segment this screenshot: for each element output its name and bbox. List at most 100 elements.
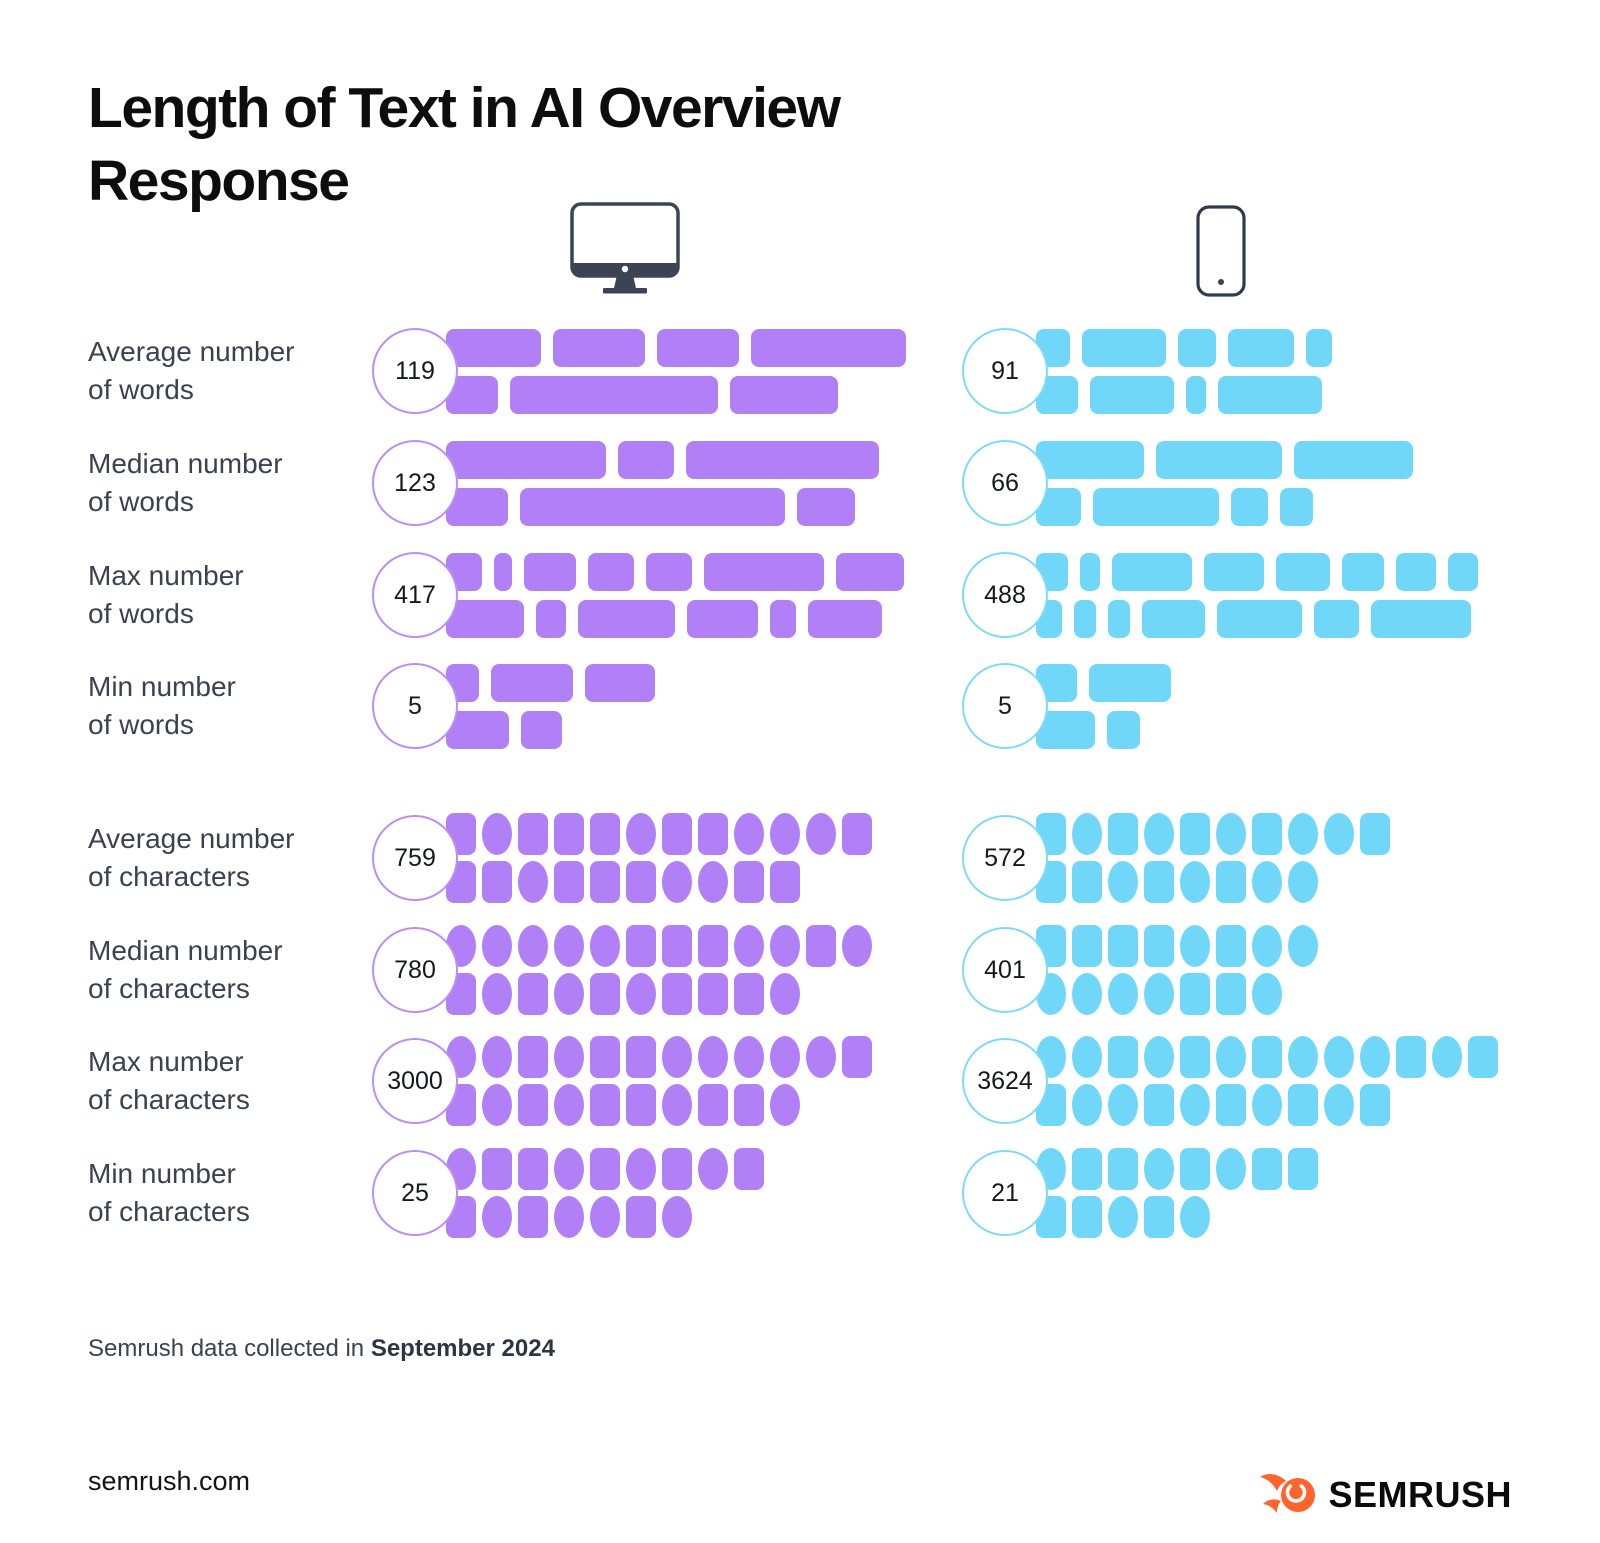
desktop-redacted-text-lines bbox=[446, 328, 906, 414]
desktop-stat-group: 780 bbox=[372, 910, 872, 1030]
character-dot bbox=[1144, 1036, 1174, 1078]
stat-row-label: Max number of words bbox=[88, 535, 244, 655]
character-dot bbox=[554, 1196, 584, 1238]
word-block bbox=[1080, 552, 1100, 591]
redacted-text-line bbox=[1036, 861, 1390, 903]
stat-row-label-line: Max number bbox=[88, 1046, 244, 1077]
character-dot bbox=[554, 1148, 584, 1190]
redacted-text-line bbox=[1036, 1148, 1318, 1190]
character-block bbox=[518, 1148, 548, 1190]
character-block bbox=[698, 973, 728, 1015]
character-dot bbox=[770, 973, 800, 1015]
redacted-text-line bbox=[446, 440, 879, 479]
stat-row-label-line: of words bbox=[88, 374, 194, 405]
desktop-stat-group: 3000 bbox=[372, 1021, 872, 1141]
redacted-text-line bbox=[1036, 925, 1318, 967]
character-dot bbox=[590, 1196, 620, 1238]
character-dot bbox=[734, 925, 764, 967]
word-block bbox=[553, 328, 645, 367]
mobile-value-circle: 5 bbox=[962, 663, 1048, 749]
redacted-text-line bbox=[1036, 328, 1332, 367]
character-dot bbox=[1324, 1084, 1354, 1126]
word-block bbox=[1108, 599, 1130, 638]
character-block bbox=[590, 813, 620, 855]
redacted-text-line bbox=[1036, 663, 1171, 702]
character-dot bbox=[1108, 1084, 1138, 1126]
desktop-value-circle: 780 bbox=[372, 927, 458, 1013]
stat-row-label-line: of words bbox=[88, 709, 194, 740]
character-dot bbox=[1072, 813, 1102, 855]
desktop-value-circle: 759 bbox=[372, 815, 458, 901]
character-dot bbox=[698, 1036, 728, 1078]
desktop-value-circle: 119 bbox=[372, 328, 458, 414]
character-dot bbox=[1252, 973, 1282, 1015]
word-block bbox=[1186, 375, 1206, 414]
character-block bbox=[518, 1036, 548, 1078]
mobile-phone-icon bbox=[1196, 205, 1246, 297]
stat-row-label: Median number of characters bbox=[88, 910, 283, 1030]
character-block bbox=[590, 1084, 620, 1126]
word-block bbox=[1217, 599, 1302, 638]
word-block bbox=[1276, 552, 1330, 591]
word-block bbox=[1089, 663, 1171, 702]
word-block bbox=[1090, 375, 1174, 414]
character-block bbox=[482, 1148, 512, 1190]
character-dot bbox=[626, 1148, 656, 1190]
character-dot bbox=[554, 1084, 584, 1126]
stat-row-label-line: Average number bbox=[88, 336, 295, 367]
redacted-text-line bbox=[446, 487, 879, 526]
character-dot bbox=[1288, 925, 1318, 967]
stat-row-label: Min number of words bbox=[88, 646, 236, 766]
brand-text: SEMRUSH bbox=[1328, 1474, 1512, 1515]
word-block bbox=[510, 375, 718, 414]
word-block bbox=[521, 710, 562, 749]
character-block bbox=[1252, 1148, 1282, 1190]
character-dot bbox=[806, 1036, 836, 1078]
word-block bbox=[494, 552, 512, 591]
character-block bbox=[1360, 813, 1390, 855]
mobile-value-circle: 401 bbox=[962, 927, 1048, 1013]
character-block bbox=[590, 1036, 620, 1078]
redacted-text-line bbox=[446, 1196, 764, 1238]
desktop-redacted-text-lines bbox=[446, 663, 655, 749]
character-block bbox=[590, 1148, 620, 1190]
character-dot bbox=[698, 1148, 728, 1190]
stat-row: Max number of characters 3000 3624 bbox=[0, 1021, 1600, 1141]
character-dot bbox=[482, 1084, 512, 1126]
word-block bbox=[1093, 487, 1219, 526]
character-block bbox=[518, 1084, 548, 1126]
character-dot bbox=[1252, 925, 1282, 967]
character-block bbox=[734, 1084, 764, 1126]
desktop-redacted-text-lines bbox=[446, 552, 904, 638]
mobile-value-circle: 66 bbox=[962, 440, 1048, 526]
character-dot bbox=[1108, 1196, 1138, 1238]
redacted-text-line bbox=[1036, 440, 1413, 479]
character-block bbox=[590, 973, 620, 1015]
character-dot bbox=[770, 925, 800, 967]
character-block bbox=[1216, 1084, 1246, 1126]
character-dot bbox=[482, 973, 512, 1015]
character-dot bbox=[1432, 1036, 1462, 1078]
character-dot bbox=[554, 973, 584, 1015]
stat-row-label: Max number of characters bbox=[88, 1021, 250, 1141]
character-block bbox=[518, 813, 548, 855]
character-dot bbox=[662, 1084, 692, 1126]
character-dot bbox=[1216, 813, 1246, 855]
word-block bbox=[730, 375, 838, 414]
character-block bbox=[734, 861, 764, 903]
word-block bbox=[1218, 375, 1322, 414]
stat-row-label: Min number of characters bbox=[88, 1133, 250, 1253]
mobile-stat-group: 91 bbox=[962, 311, 1332, 431]
character-block bbox=[1216, 925, 1246, 967]
character-dot bbox=[482, 1036, 512, 1078]
mobile-redacted-text-lines bbox=[1036, 552, 1478, 638]
stat-row-label-line: of characters bbox=[88, 973, 250, 1004]
character-block bbox=[698, 1084, 728, 1126]
character-dot bbox=[1144, 1148, 1174, 1190]
stat-row: Average number of words 119 91 bbox=[0, 311, 1600, 431]
desktop-redacted-text-lines bbox=[446, 440, 879, 526]
character-block bbox=[554, 861, 584, 903]
character-block bbox=[1396, 1036, 1426, 1078]
stat-row-label-line: of words bbox=[88, 598, 194, 629]
redacted-text-line bbox=[446, 375, 906, 414]
